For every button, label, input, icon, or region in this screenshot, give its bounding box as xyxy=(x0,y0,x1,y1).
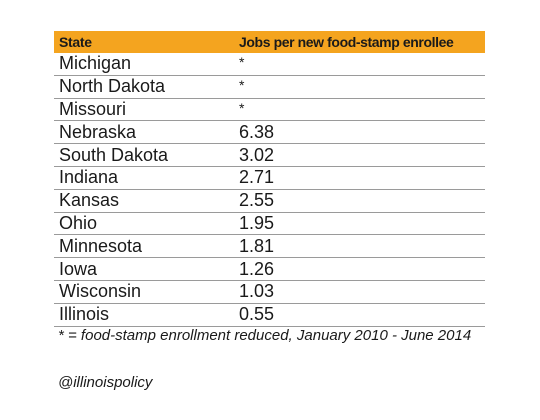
state-cell: Iowa xyxy=(59,258,98,279)
state-cell: Ohio xyxy=(59,212,98,233)
state-cell: North Dakota xyxy=(59,76,166,97)
table-row: Wisconsin 1.03 xyxy=(54,281,485,304)
table-row: Indiana 2.71 xyxy=(54,167,485,190)
jobs-cell: * xyxy=(239,54,245,70)
jobs-cell: 3.02 xyxy=(239,144,275,165)
jobs-cell: 6.38 xyxy=(239,121,275,142)
source-handle: @illinoispolicy xyxy=(58,374,153,391)
jobs-table: State Jobs per new food-stamp enrollee M… xyxy=(54,31,485,327)
table-row: Ohio 1.95 xyxy=(54,213,485,236)
state-cell: Minnesota xyxy=(59,235,143,256)
table-row: Illinois 0.55 xyxy=(54,304,485,327)
jobs-cell: * xyxy=(239,76,245,93)
table-row: Minnesota 1.81 xyxy=(54,235,485,259)
jobs-cell: 1.03 xyxy=(239,281,275,302)
jobs-cell: 1.81 xyxy=(239,235,275,256)
table-row: North Dakota * xyxy=(54,76,485,99)
jobs-cell: 0.55 xyxy=(239,304,275,325)
jobs-cell: * xyxy=(239,99,245,116)
jobs-cell: 1.26 xyxy=(239,258,275,279)
state-cell: Illinois xyxy=(59,304,110,325)
table-row: Missouri * xyxy=(54,99,485,122)
footnote: * = food-stamp enrollment reduced, Janua… xyxy=(58,327,472,344)
state-cell: Michigan xyxy=(59,53,132,74)
column-header-state: State xyxy=(59,34,92,50)
table-row: Nebraska 6.38 xyxy=(54,121,485,145)
table-header: State Jobs per new food-stamp enrollee xyxy=(54,31,485,53)
state-cell: Missouri xyxy=(59,98,127,119)
jobs-cell: 2.71 xyxy=(239,167,275,188)
state-cell: South Dakota xyxy=(59,144,169,165)
state-cell: Nebraska xyxy=(59,121,137,142)
table-row: Kansas 2.55 xyxy=(54,190,485,213)
jobs-cell: 2.55 xyxy=(239,190,275,211)
column-header-jobs: Jobs per new food-stamp enrollee xyxy=(239,34,454,50)
table-row: Michigan * xyxy=(54,53,485,76)
jobs-cell: 1.95 xyxy=(239,212,275,233)
state-cell: Wisconsin xyxy=(59,281,142,302)
state-cell: Indiana xyxy=(59,167,119,188)
table-row: South Dakota 3.02 xyxy=(54,144,485,167)
table-row: Iowa 1.26 xyxy=(54,258,485,281)
state-cell: Kansas xyxy=(59,190,120,211)
